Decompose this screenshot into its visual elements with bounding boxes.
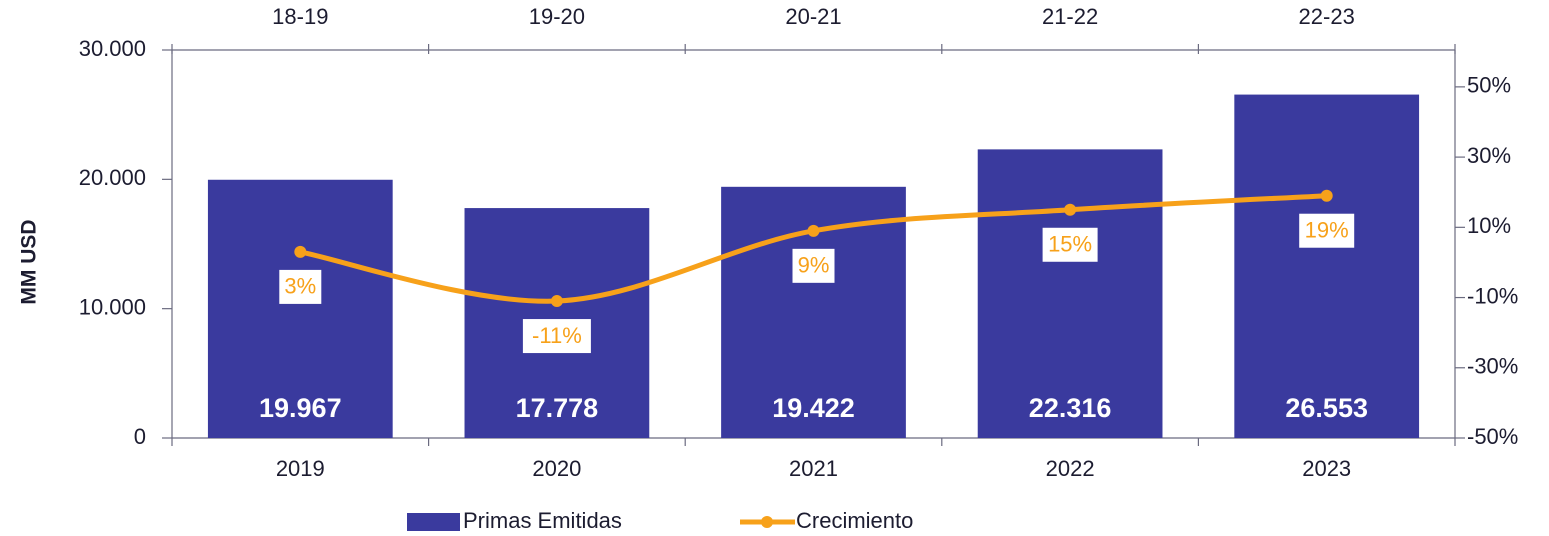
- y-tick-label: 20.000: [79, 165, 146, 190]
- data-label-box: [279, 269, 322, 304]
- bar-value-label: 19.422: [772, 393, 855, 423]
- legend-label: Crecimiento: [796, 508, 913, 533]
- top-tick-label: 20-21: [785, 4, 841, 29]
- line-point: [1064, 203, 1077, 216]
- data-label: 3%: [284, 274, 316, 299]
- x-tick-label: 2019: [276, 456, 325, 481]
- x-tick-label: 2022: [1046, 456, 1095, 481]
- data-label-box: [1299, 213, 1355, 248]
- y2-tick-label: 50%: [1467, 73, 1511, 98]
- top-tick-label: 19-20: [529, 4, 585, 29]
- data-label: -11%: [532, 323, 582, 348]
- y2-tick-label: 10%: [1467, 213, 1511, 238]
- y2-tick-label: 30%: [1467, 143, 1511, 168]
- y-tick-label: 30.000: [79, 36, 146, 61]
- top-tick-label: 21-22: [1042, 4, 1098, 29]
- line-point: [294, 245, 307, 258]
- bar: [977, 149, 1163, 438]
- bar-value-label: 17.778: [516, 393, 599, 423]
- x-tick-label: 2020: [532, 456, 581, 481]
- line-point: [550, 295, 563, 308]
- legend-swatch-point: [761, 516, 773, 528]
- data-label: 9%: [798, 253, 830, 278]
- y-tick-label: 0: [134, 424, 146, 449]
- y-tick-label: 10.000: [79, 294, 146, 319]
- bar-value-label: 19.967: [259, 393, 342, 423]
- line-point: [1320, 189, 1333, 202]
- y2-tick-label: -10%: [1467, 283, 1518, 308]
- legend-swatch: [407, 513, 460, 531]
- line-point: [807, 224, 820, 237]
- x-tick-label: 2023: [1302, 456, 1351, 481]
- top-tick-label: 22-23: [1299, 4, 1355, 29]
- top-tick-label: 18-19: [272, 4, 328, 29]
- bar-value-label: 26.553: [1285, 393, 1368, 423]
- y-axis-label: MM USD: [18, 219, 41, 304]
- bar: [207, 179, 393, 438]
- y2-tick-label: -50%: [1467, 424, 1518, 449]
- bar-value-label: 22.316: [1029, 393, 1112, 423]
- data-label-box: [1042, 227, 1098, 262]
- x-tick-label: 2021: [789, 456, 838, 481]
- data-label-box: [522, 319, 591, 354]
- bar: [1234, 94, 1420, 438]
- data-label: 19%: [1305, 218, 1349, 243]
- legend-label: Primas Emitidas: [463, 508, 622, 533]
- data-label-box: [792, 248, 835, 283]
- y2-tick-label: -30%: [1467, 354, 1518, 379]
- data-label: 15%: [1048, 232, 1092, 257]
